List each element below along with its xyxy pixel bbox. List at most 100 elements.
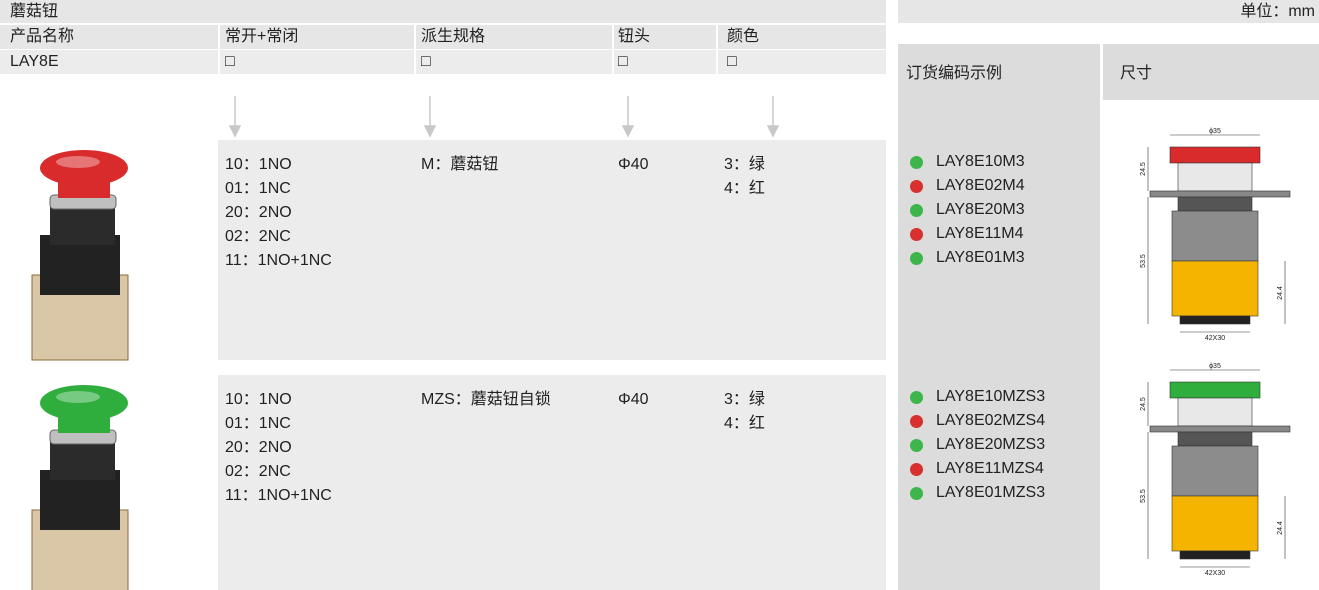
status-dot [910,463,923,476]
order-header: 订货编码示例 [906,65,1003,82]
color-option: 4：红 [724,415,765,432]
draw-body [1171,445,1259,497]
contact-option: 11：1NO+1NC [225,252,332,269]
dim-label: 42X30 [1205,570,1225,577]
status-dot [910,156,923,169]
product-panel [218,140,886,360]
separator [414,25,416,74]
code-cell: □ [618,53,628,70]
draw-body [1171,210,1259,262]
code-cell: □ [421,53,431,70]
dim-label: ϕ35 [1209,128,1221,135]
cap-shine [56,391,100,403]
draw-block [1171,495,1259,552]
separator [218,25,220,74]
dim-label: 42X30 [1205,335,1225,342]
draw-base [1179,550,1251,560]
color-option: 3：绿 [724,156,765,173]
order-code: LAY8E02MZS4 [936,412,1046,429]
section-title: 蘑菇钮 [10,3,59,20]
variant: MZS：蘑菇钮自锁 [421,391,551,408]
code-cell: □ [727,53,737,70]
header-row [0,25,886,49]
column-header: 钮头 [618,28,651,45]
order-code: LAY8E01MZS3 [936,484,1046,501]
order-code: LAY8E10MZS3 [936,388,1046,405]
size-header: 尺寸 [1120,65,1153,82]
dimension-drawing: ϕ35 24.5 53.5 24.4 42X30 [1140,363,1291,577]
draw-collar [1177,162,1253,192]
draw-panel [1149,190,1291,198]
status-dot [910,439,923,452]
draw-panel [1149,425,1291,433]
order-code: LAY8E20MZS3 [936,436,1046,453]
body [50,440,115,480]
dim-label: 53.5 [1140,254,1147,268]
dim-label: 53.5 [1140,489,1147,503]
contact-option: 10：1NO [225,156,292,173]
head-size: Φ40 [618,391,649,408]
status-dot [910,252,923,265]
draw-base [1179,315,1251,325]
code-cell: □ [225,53,235,70]
dim-label: 24.5 [1140,162,1147,176]
order-code: LAY8E11M4 [936,225,1024,242]
code-cell: LAY8E [10,53,59,70]
body [50,205,115,245]
column-header: 颜色 [727,28,760,45]
status-dot [910,204,923,217]
status-dot [910,415,923,428]
draw-cap [1169,381,1261,399]
unit-label: 单位：mm [1240,3,1315,20]
status-dot [910,228,923,241]
status-dot [910,180,923,193]
cap [40,385,128,421]
title-bar [0,0,886,23]
contact-option: 20：2NO [225,439,292,456]
draw-collar [1177,397,1253,427]
contact-option: 02：2NC [225,463,291,480]
contact-option: 20：2NO [225,204,292,221]
dim-label: 24.5 [1140,397,1147,411]
separator [716,25,718,74]
column-header: 派生规格 [421,28,486,45]
status-dot [910,487,923,500]
cap [40,150,128,186]
order-code: LAY8E02M4 [936,177,1025,194]
order-code: LAY8E01M3 [936,249,1025,266]
draw-nut [1177,431,1253,447]
size-header-cell [1103,44,1319,100]
draw-nut [1177,196,1253,212]
color-option: 4：红 [724,180,765,197]
column-header: 产品名称 [10,28,75,45]
unit-bar [898,0,1319,23]
contact-option: 01：1NC [225,180,291,197]
dim-label: 24.4 [1277,521,1284,535]
dim-label: ϕ35 [1209,363,1221,370]
contact-option: 01：1NC [225,415,291,432]
contact-option: 10：1NO [225,391,292,408]
product-photo [31,385,129,590]
cap-shine [56,156,100,168]
draw-cap [1169,146,1261,164]
contact-option: 02：2NC [225,228,291,245]
order-code: LAY8E20M3 [936,201,1025,218]
color-option: 3：绿 [724,391,765,408]
arrows [228,96,780,138]
order-code: LAY8E10M3 [936,153,1025,170]
order-code: LAY8E11MZS4 [936,460,1044,477]
status-dot [910,391,923,404]
order-column [898,44,1100,590]
column-header: 常开+常闭 [225,28,299,45]
dim-label: 24.4 [1277,286,1284,300]
variant: M：蘑菇钮 [421,156,499,173]
draw-block [1171,260,1259,317]
separator [612,25,614,74]
dimension-drawing: ϕ35 24.5 53.5 24.4 42X30 [1140,128,1291,342]
code-row [0,50,886,74]
product-photo [31,150,129,361]
contact-option: 11：1NO+1NC [225,487,332,504]
head-size: Φ40 [618,156,649,173]
product-panel [218,375,886,590]
